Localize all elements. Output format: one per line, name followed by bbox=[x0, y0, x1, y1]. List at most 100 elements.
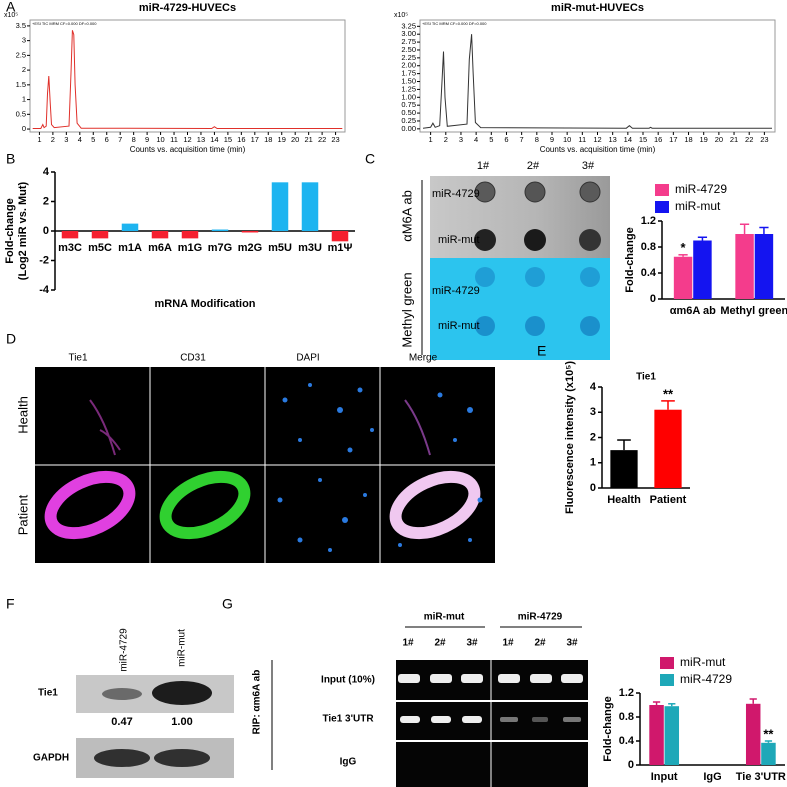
gel-lane bbox=[396, 660, 588, 700]
group-label: miR-4729 bbox=[518, 612, 563, 623]
dot bbox=[474, 229, 496, 251]
y-tick-label: 4 bbox=[43, 166, 50, 178]
y-tick-label: 3.00 bbox=[401, 29, 416, 38]
header: +ESI TIC MRM CF=0.000 DF=0.000 bbox=[422, 21, 487, 26]
panel-letter: C bbox=[365, 151, 375, 167]
column-label: DAPI bbox=[296, 353, 319, 364]
x-tick-label: 18 bbox=[684, 135, 692, 144]
panel-letter: D bbox=[6, 331, 16, 347]
x-tick-label: 8 bbox=[535, 135, 539, 144]
y-tick-label: 1.00 bbox=[401, 92, 416, 101]
dot bbox=[474, 181, 496, 203]
y-tick-label: 0 bbox=[590, 482, 596, 494]
column-label: Tie1 bbox=[68, 353, 88, 364]
bar bbox=[664, 706, 680, 765]
bar bbox=[610, 450, 638, 488]
gel-lane bbox=[396, 742, 588, 787]
x-tick-label: 20 bbox=[715, 135, 723, 144]
row-label: Patient bbox=[15, 494, 30, 535]
bar bbox=[151, 231, 169, 239]
lane-label: 3# bbox=[582, 160, 595, 172]
y-tick-label: 1.2 bbox=[619, 687, 634, 699]
chart-title: miR-mut-HUVECs bbox=[551, 2, 644, 14]
x-tick-label: 1 bbox=[37, 135, 41, 144]
panel-letter: E bbox=[537, 343, 546, 359]
plot-frame bbox=[29, 19, 346, 133]
y-tick-label: 2.50 bbox=[401, 45, 416, 54]
y-axis-label: (Log2 miR vs. Mut) bbox=[17, 181, 29, 280]
y-tick-label: 2.25 bbox=[401, 53, 416, 62]
row-label: Input (10%) bbox=[321, 675, 375, 686]
x-tick-label: 23 bbox=[331, 135, 339, 144]
legend-swatch bbox=[660, 657, 674, 669]
band bbox=[152, 681, 212, 705]
legend-label: miR-4729 bbox=[675, 182, 727, 196]
western-blot: miR-4729 miR-mut Tie1 GAPDH 0.47 1.00 bbox=[33, 628, 234, 778]
y-tick-label: 0.5 bbox=[16, 109, 26, 118]
y-tick-label: 0.00 bbox=[401, 124, 416, 133]
x-tick-label: 21 bbox=[730, 135, 738, 144]
x-tick-label: 16 bbox=[237, 135, 245, 144]
column-label: CD31 bbox=[180, 353, 206, 364]
dot bbox=[475, 316, 495, 336]
y-tick-label: 1.50 bbox=[401, 77, 416, 86]
dot bbox=[524, 229, 546, 251]
x-tick-label: Tie 3'UTR bbox=[736, 771, 786, 783]
y-tick-label: 1 bbox=[590, 457, 596, 469]
microscopy: Tie1 CD31 DAPI Merge Health Patient bbox=[15, 353, 495, 563]
stain bbox=[389, 470, 481, 540]
y-tick-label: 0 bbox=[650, 293, 656, 305]
x-tick-label: Methyl green bbox=[720, 305, 787, 317]
x-tick-label: 13 bbox=[608, 135, 616, 144]
x-tick-label: Input bbox=[651, 771, 678, 783]
lane-label: 2# bbox=[534, 638, 546, 649]
x-axis-label: mRNA Modification bbox=[154, 298, 255, 310]
dot bbox=[525, 267, 545, 287]
ratio: 0.47 bbox=[111, 716, 132, 728]
stain bbox=[44, 470, 136, 540]
legend-swatch bbox=[655, 184, 669, 196]
x-tick-label: 23 bbox=[760, 135, 768, 144]
x-tick-label: IgG bbox=[703, 771, 721, 783]
stain bbox=[159, 470, 251, 540]
dot bbox=[525, 316, 545, 336]
x-tick-label: 2 bbox=[444, 135, 448, 144]
stain bbox=[89, 399, 121, 456]
x-tick-label: 11 bbox=[170, 135, 178, 144]
y-tick-label: 0.4 bbox=[641, 267, 657, 279]
y-tick-label: -4 bbox=[39, 284, 50, 296]
dot bbox=[524, 181, 546, 203]
protein-label: GAPDH bbox=[33, 753, 69, 764]
row-label: miR-mut bbox=[438, 234, 480, 246]
row-label: miR-4729 bbox=[432, 188, 480, 200]
bar bbox=[735, 234, 754, 299]
x-tick-label: 4 bbox=[78, 135, 82, 144]
x-tick-label: 12 bbox=[593, 135, 601, 144]
y-axis-label: Fold-change bbox=[4, 198, 16, 263]
faint-bands bbox=[500, 717, 581, 722]
trace bbox=[422, 34, 772, 129]
y-tick-label: 1.25 bbox=[401, 84, 416, 93]
dot bbox=[580, 316, 600, 336]
bands bbox=[398, 674, 583, 723]
x-tick-label: 3 bbox=[64, 135, 68, 144]
band bbox=[102, 688, 142, 700]
bar bbox=[211, 229, 229, 231]
y-tick-label: 0 bbox=[43, 225, 49, 237]
row-label: miR-mut bbox=[438, 320, 480, 332]
x-tick-label: m1G bbox=[178, 242, 202, 254]
annotation: * bbox=[681, 240, 687, 255]
dot bbox=[579, 181, 601, 203]
x-tick-label: 9 bbox=[550, 135, 554, 144]
group-label: αM6A ab bbox=[399, 190, 414, 242]
x-tick-label: 10 bbox=[563, 135, 571, 144]
bar bbox=[61, 231, 79, 239]
x-tick-label: m3U bbox=[298, 242, 322, 254]
y-tick-label: 2 bbox=[22, 65, 26, 74]
x-tick-label: 15 bbox=[224, 135, 232, 144]
bar bbox=[331, 231, 349, 242]
lane-label: 2# bbox=[434, 638, 446, 649]
x-tick-label: 22 bbox=[745, 135, 753, 144]
legend-swatch bbox=[655, 201, 669, 213]
y-tick-label: 4 bbox=[590, 381, 597, 393]
